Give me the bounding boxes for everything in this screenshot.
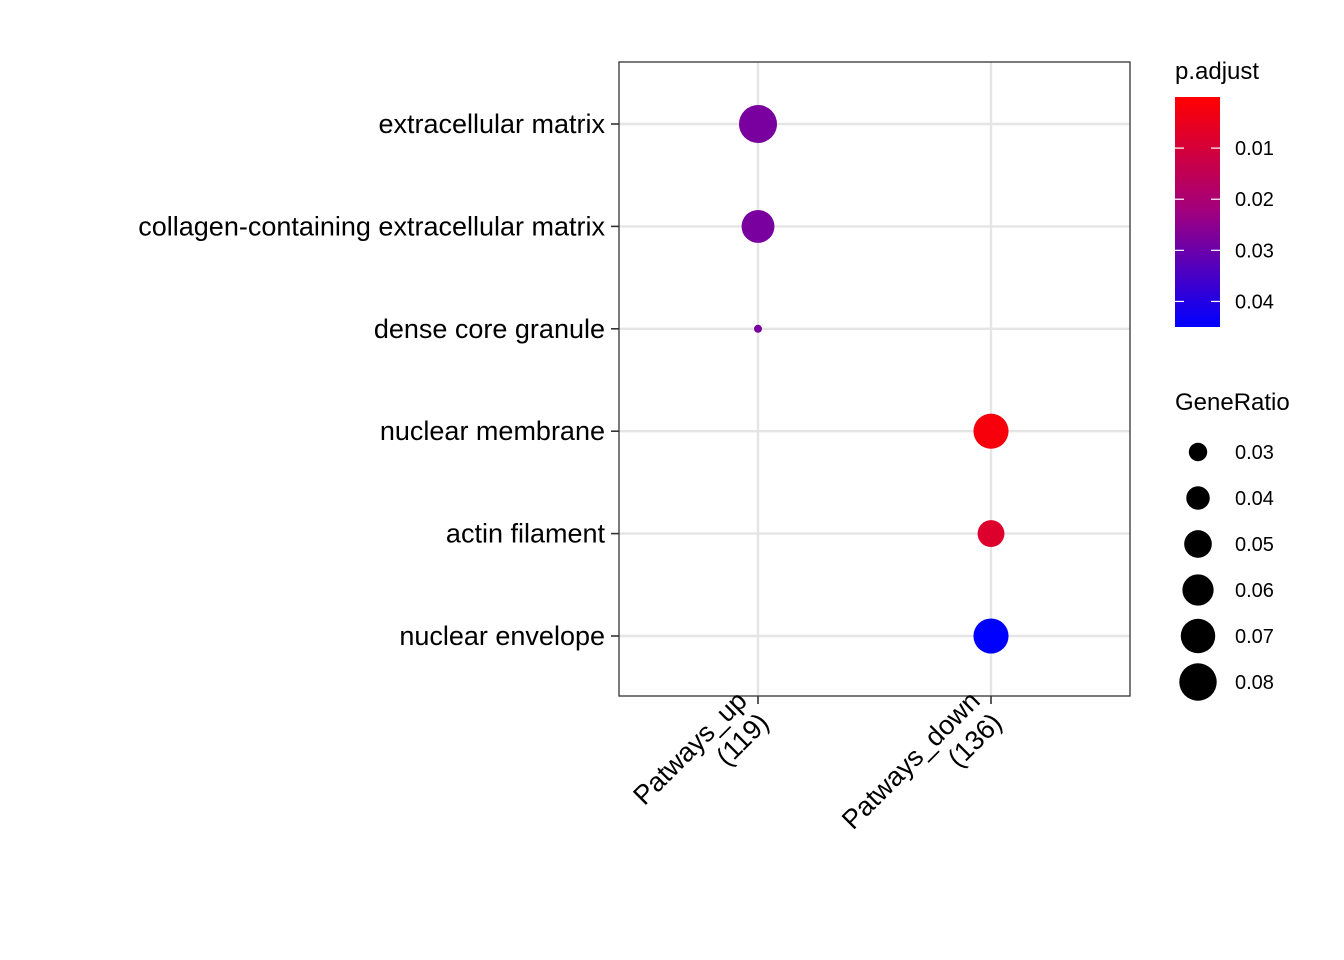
svg-text:Patways_down(136): Patways_down(136): [836, 685, 1008, 857]
color-legend-label: 0.01: [1235, 138, 1274, 160]
panel-grid: [619, 62, 1130, 696]
size-legend-key: [1180, 618, 1216, 654]
x-axis: Patways_up(119) Patways_down(136): [627, 685, 1008, 857]
y-tick-label-collagen-containing-extracellular-matrix: collagen-containing extracellular matrix: [138, 211, 605, 241]
data-point-nuclear-membrane: [973, 413, 1009, 449]
data-point-dense-core-granule: [754, 324, 762, 333]
svg-text:Patways_up(119): Patways_up(119): [627, 685, 774, 832]
y-axis: extracellular matrix collagen-containing …: [138, 109, 619, 651]
size-legend-key: [1179, 663, 1217, 701]
size-legend-label: 0.03: [1235, 442, 1274, 464]
panel-border: [618, 61, 1131, 697]
size-legend-label: 0.06: [1235, 580, 1274, 602]
color-legend-title: p.adjust: [1175, 58, 1259, 85]
y-tick-label-nuclear-membrane: nuclear membrane: [380, 416, 605, 446]
size-legend-label: 0.04: [1235, 488, 1274, 510]
size-legend-key: [1182, 574, 1214, 606]
y-tick-label-actin-filament: actin filament: [446, 519, 606, 549]
size-legend-key: [1186, 486, 1210, 510]
y-tick-label-dense-core-granule: dense core granule: [374, 314, 605, 344]
color-legend-label: 0.04: [1235, 291, 1274, 313]
panel-points: [739, 105, 1009, 654]
size-legend: GeneRatio 0.03 0.04 0.05 0.06 0.07 0.08: [1175, 389, 1290, 701]
color-legend-label: 0.02: [1235, 189, 1274, 211]
x-tick-label-patways-down-136: Patways_down(136): [836, 685, 1008, 857]
color-legend-label: 0.03: [1235, 240, 1274, 262]
color-legend: p.adjust 0.01 0.02 0.03 0.04: [1175, 58, 1274, 327]
size-legend-title: GeneRatio: [1175, 389, 1290, 416]
data-point-extracellular-matrix: [739, 105, 777, 143]
data-point-actin-filament: [977, 520, 1005, 548]
y-tick-label-extracellular-matrix: extracellular matrix: [378, 109, 605, 139]
size-legend-label: 0.07: [1235, 626, 1274, 648]
size-legend-key: [1184, 530, 1212, 558]
size-legend-label: 0.05: [1235, 534, 1274, 556]
x-tick-label-patways-up-119: Patways_up(119): [627, 685, 774, 832]
data-point-nuclear-envelope: [973, 618, 1009, 654]
color-legend-bar: [1175, 97, 1220, 327]
y-tick-label-nuclear-envelope: nuclear envelope: [399, 621, 605, 651]
size-legend-label: 0.08: [1235, 672, 1274, 694]
size-legend-key: [1188, 442, 1208, 462]
data-point-collagen-containing-extracellular-matrix: [741, 209, 775, 243]
